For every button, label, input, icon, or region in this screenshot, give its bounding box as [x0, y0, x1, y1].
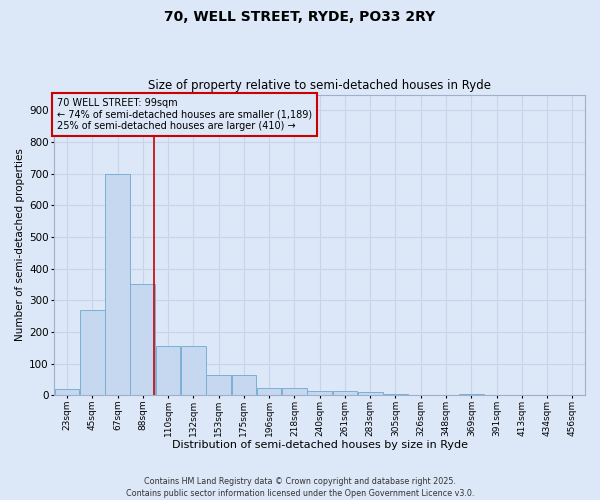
Bar	[257, 388, 281, 396]
Text: 70, WELL STREET, RYDE, PO33 2RY: 70, WELL STREET, RYDE, PO33 2RY	[164, 10, 436, 24]
Text: 70 WELL STREET: 99sqm
← 74% of semi-detached houses are smaller (1,189)
25% of s: 70 WELL STREET: 99sqm ← 74% of semi-deta…	[56, 98, 312, 131]
Bar	[130, 284, 155, 396]
Bar	[459, 394, 484, 396]
Bar	[206, 374, 231, 396]
X-axis label: Distribution of semi-detached houses by size in Ryde: Distribution of semi-detached houses by …	[172, 440, 467, 450]
Text: Contains HM Land Registry data © Crown copyright and database right 2025.
Contai: Contains HM Land Registry data © Crown c…	[126, 476, 474, 498]
Bar	[156, 346, 181, 396]
Bar	[358, 392, 383, 396]
Bar	[332, 392, 357, 396]
Bar	[80, 310, 104, 396]
Bar	[105, 174, 130, 396]
Bar	[383, 394, 408, 396]
Y-axis label: Number of semi-detached properties: Number of semi-detached properties	[15, 148, 25, 342]
Title: Size of property relative to semi-detached houses in Ryde: Size of property relative to semi-detach…	[148, 79, 491, 92]
Bar	[282, 388, 307, 396]
Bar	[181, 346, 206, 396]
Bar	[307, 392, 332, 396]
Bar	[55, 389, 79, 396]
Bar	[232, 374, 256, 396]
